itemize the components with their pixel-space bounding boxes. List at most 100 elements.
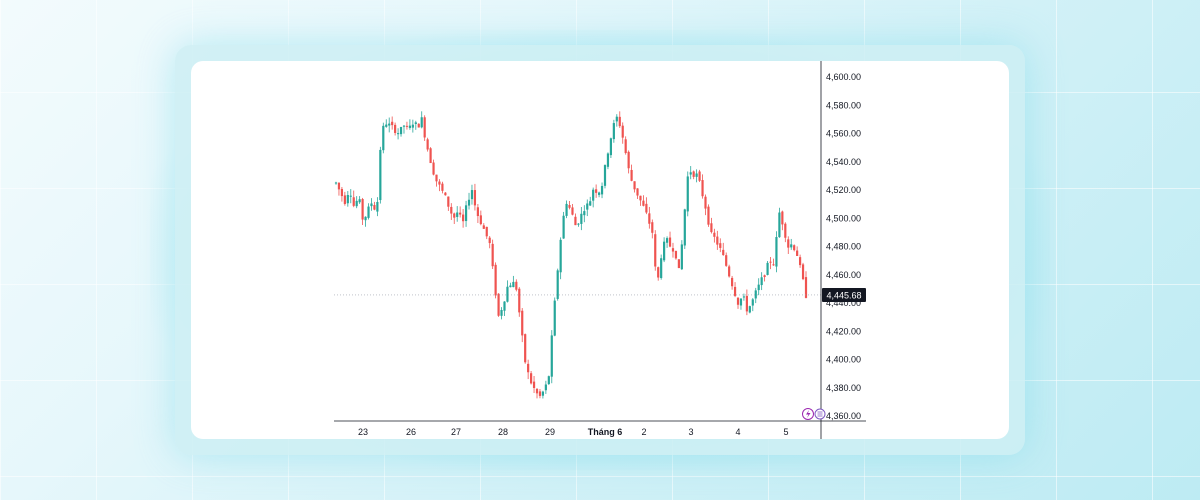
candle-body xyxy=(798,257,802,266)
candle xyxy=(665,236,669,248)
candle-body xyxy=(382,125,385,151)
candle-body xyxy=(491,243,494,267)
candle xyxy=(405,121,409,130)
candle-body xyxy=(633,181,636,190)
candle xyxy=(586,199,589,217)
candle xyxy=(396,128,400,140)
candle-body xyxy=(391,121,394,126)
candle xyxy=(429,147,432,164)
candle xyxy=(713,228,716,243)
y-tick-label: 4,580.00 xyxy=(826,100,861,110)
candle-body xyxy=(470,190,474,200)
x-tick-label: 5 xyxy=(783,427,788,437)
candle xyxy=(624,136,627,155)
candle-body xyxy=(379,149,382,201)
candle-body xyxy=(686,176,689,212)
candle xyxy=(577,223,580,227)
candle-body xyxy=(701,180,704,197)
candle xyxy=(568,200,571,210)
candle-body xyxy=(355,200,358,207)
candle-body xyxy=(725,255,728,266)
candle xyxy=(707,204,710,227)
candle-body xyxy=(603,165,607,186)
y-tick-label: 4,420.00 xyxy=(826,326,861,336)
candle xyxy=(663,237,666,263)
candle-body xyxy=(547,376,550,385)
candle-body xyxy=(739,298,743,306)
candle-body xyxy=(518,288,521,313)
candle xyxy=(379,146,382,204)
candle-body xyxy=(736,297,740,305)
candle xyxy=(473,183,477,211)
candle xyxy=(417,123,420,128)
lightning-icon[interactable] xyxy=(802,408,814,420)
candle-body xyxy=(621,125,624,138)
candle-body xyxy=(648,213,651,224)
candle-body xyxy=(796,250,799,256)
candle xyxy=(639,195,642,206)
candle-body xyxy=(503,301,506,311)
candle xyxy=(394,122,397,136)
candle xyxy=(420,111,423,129)
candle xyxy=(677,259,680,269)
candle xyxy=(633,181,636,193)
candle xyxy=(793,244,796,252)
candle xyxy=(527,359,530,380)
candle-body xyxy=(742,296,746,298)
candle xyxy=(668,231,672,248)
candle-body xyxy=(376,201,379,212)
candle-body xyxy=(385,124,388,127)
chart-card xyxy=(191,61,1009,439)
candle xyxy=(660,254,663,280)
candle-body xyxy=(343,195,346,204)
candle xyxy=(399,126,403,137)
candle xyxy=(488,236,491,249)
candle xyxy=(529,370,533,385)
candle-body xyxy=(349,195,352,197)
candle xyxy=(787,236,790,254)
candle xyxy=(556,268,559,301)
candle xyxy=(497,293,500,317)
candle xyxy=(456,206,459,222)
candle xyxy=(346,191,349,207)
candle-body xyxy=(444,192,447,196)
candle xyxy=(742,293,746,301)
candle xyxy=(470,184,474,205)
candle-body xyxy=(538,391,542,396)
candle-body xyxy=(532,381,536,388)
candle-body xyxy=(583,211,586,216)
candle xyxy=(612,119,615,143)
candle xyxy=(373,201,376,211)
candle-body xyxy=(609,138,613,156)
x-tick-label: 29 xyxy=(545,427,555,437)
candle xyxy=(476,203,479,224)
candle xyxy=(343,191,346,206)
y-tick-label: 4,440.00 xyxy=(826,298,861,308)
candle xyxy=(503,301,506,316)
candle xyxy=(438,179,441,192)
x-tick-label: Tháng 6 xyxy=(588,427,623,437)
candle-body xyxy=(580,213,583,224)
candle xyxy=(766,261,769,276)
candle xyxy=(553,297,556,337)
data-icon[interactable] xyxy=(814,408,826,420)
candle-body xyxy=(651,222,654,233)
candle xyxy=(388,117,391,133)
candle xyxy=(402,125,406,134)
y-tick-label: 4,400.00 xyxy=(826,355,861,365)
candle xyxy=(411,119,414,133)
y-tick-label: 4,520.00 xyxy=(826,185,861,195)
candle-body xyxy=(488,237,491,244)
candle xyxy=(775,231,778,273)
candle-body xyxy=(630,169,633,181)
candle xyxy=(627,150,630,174)
candle xyxy=(355,196,358,209)
candle-body xyxy=(429,148,432,164)
candle-body xyxy=(388,123,391,126)
candle xyxy=(739,298,743,310)
candle-body xyxy=(704,196,707,209)
candle-body xyxy=(645,203,648,213)
candle-body xyxy=(624,139,627,154)
candle xyxy=(441,181,444,194)
